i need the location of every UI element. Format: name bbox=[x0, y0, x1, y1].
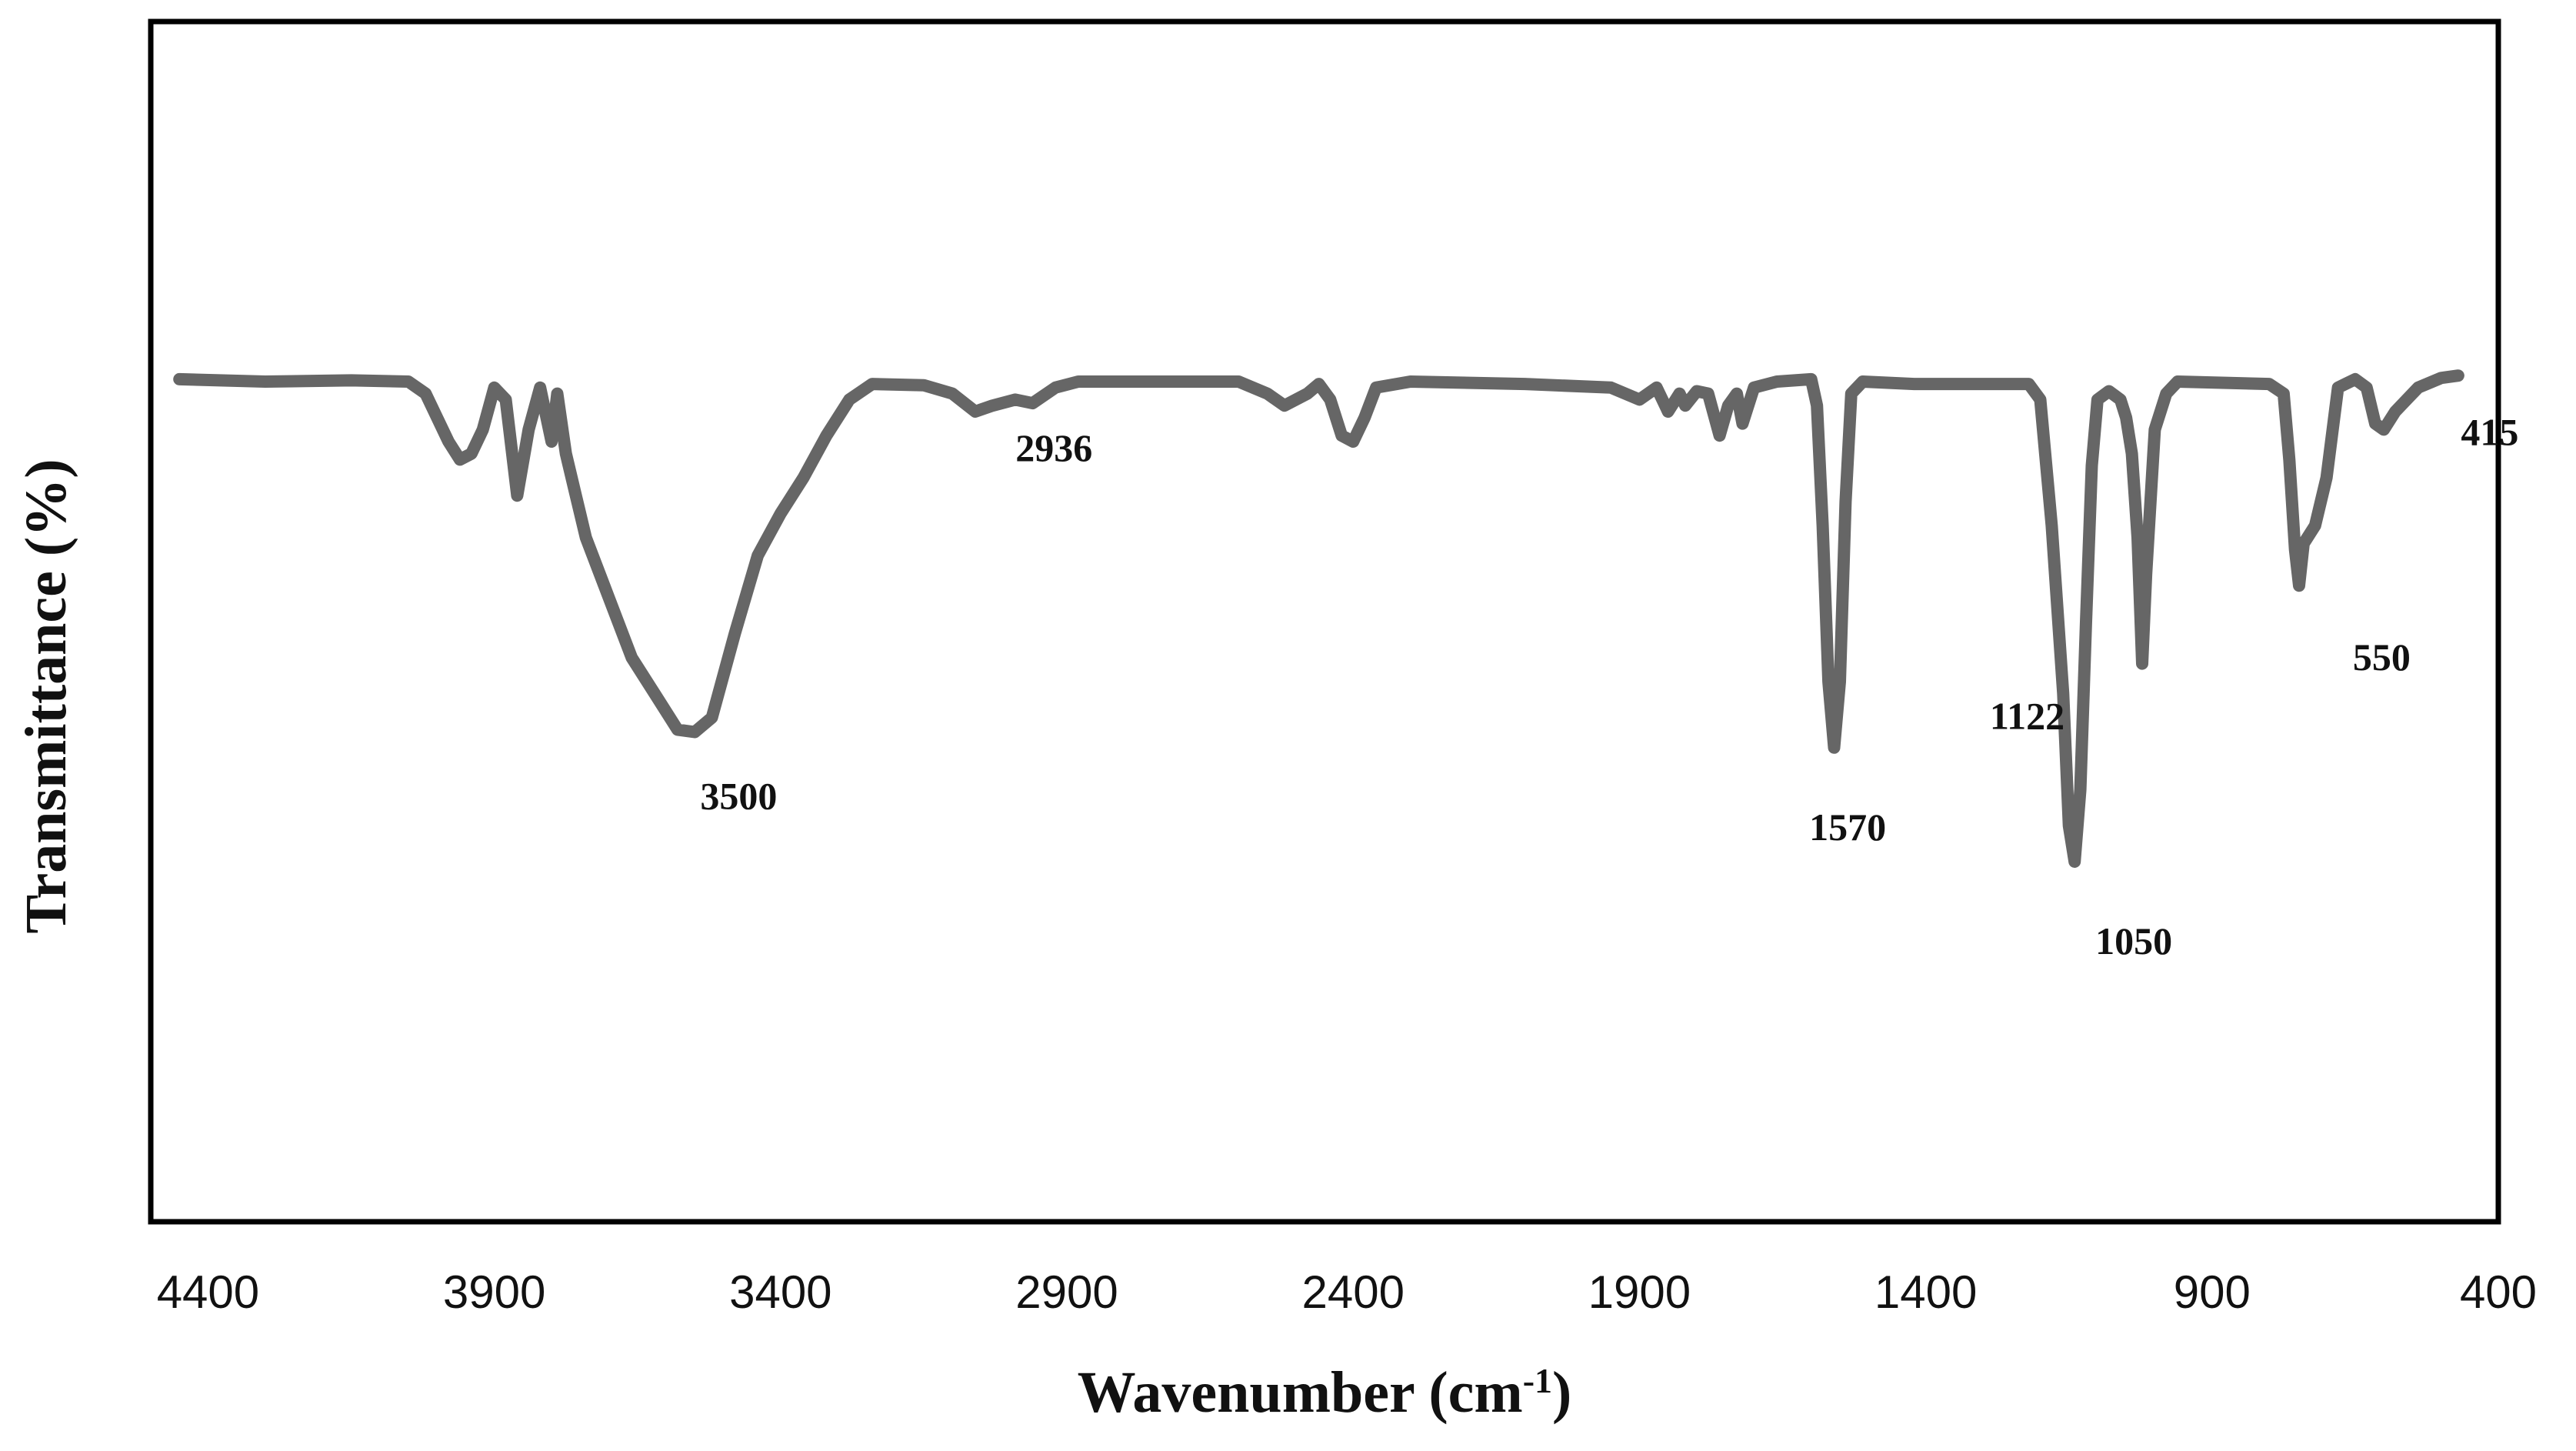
x-tick-label-2900: 2900 bbox=[1015, 1266, 1118, 1318]
peak-label-1570: 1570 bbox=[1809, 806, 1886, 849]
x-tick-label-400: 400 bbox=[2460, 1266, 2537, 1318]
plot-frame bbox=[148, 18, 2501, 1225]
x-axis-ticks: 4400 3900 3400 2900 2400 1900 1400 900 400 bbox=[157, 1266, 2537, 1318]
series-line-transmittance bbox=[173, 369, 2464, 868]
peak-label-2936: 2936 bbox=[1015, 426, 1092, 469]
x-axis-title-superscript: -1 bbox=[1523, 1361, 1552, 1400]
x-tick-label-1400: 1400 bbox=[1875, 1266, 1977, 1318]
x-tick-label-3400: 3400 bbox=[729, 1266, 831, 1318]
x-tick-label-900: 900 bbox=[2174, 1266, 2251, 1318]
peak-label-3500: 3500 bbox=[700, 775, 777, 818]
y-axis-title: Transmittance (%) bbox=[14, 459, 78, 933]
x-tick-label-2400: 2400 bbox=[1301, 1266, 1404, 1318]
x-axis-title-end: ) bbox=[1552, 1360, 1571, 1425]
peak-label-1050: 1050 bbox=[2095, 919, 2172, 962]
peak-annotations: 3500 2936 1570 1050 1122 550 415 bbox=[700, 410, 2518, 962]
x-tick-label-3900: 3900 bbox=[443, 1266, 545, 1318]
x-axis-title: Wavenumber (cm-1) bbox=[1078, 1360, 1572, 1425]
peak-label-415: 415 bbox=[2461, 410, 2518, 453]
peak-label-1122: 1122 bbox=[1990, 695, 2064, 738]
x-tick-label-1900: 1900 bbox=[1588, 1266, 1691, 1318]
x-axis-title-main: Wavenumber (cm bbox=[1078, 1360, 1523, 1425]
x-tick-label-4400: 4400 bbox=[157, 1266, 259, 1318]
peak-label-550: 550 bbox=[2353, 635, 2411, 679]
